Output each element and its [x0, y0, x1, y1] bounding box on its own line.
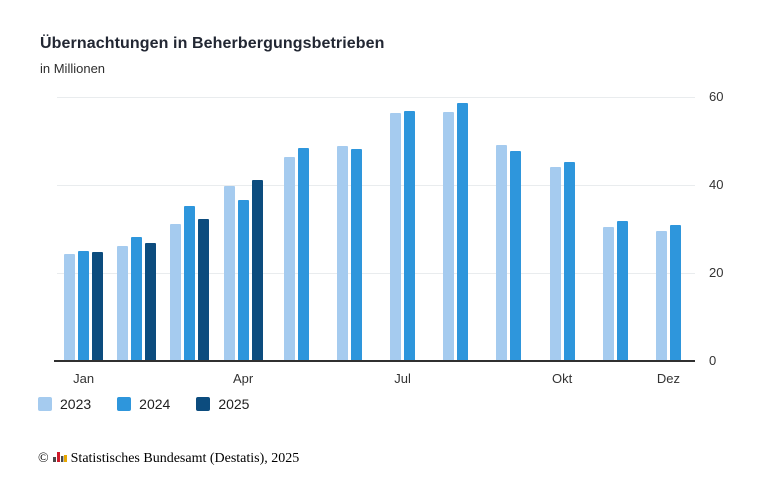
page-title: Übernachtungen in Beherbergungsbetrieben [40, 35, 385, 52]
legend: 2023 2024 2025 [38, 396, 249, 412]
bar-2024-Dez[interactable] [669, 224, 681, 360]
bar-2023-Jan[interactable] [64, 254, 76, 360]
source-attribution: © Statistisches Bundesamt (Destatis), 20… [38, 450, 299, 467]
bar-2024-Nov[interactable] [616, 220, 628, 360]
bar-2024-Okt[interactable] [563, 162, 575, 360]
bar-2024-Feb[interactable] [131, 237, 143, 360]
legend-label-2025: 2025 [218, 396, 250, 412]
x-axis-line [54, 360, 695, 362]
legend-item-2024[interactable]: 2024 [117, 396, 170, 412]
bar-2024-Mär[interactable] [184, 205, 196, 360]
bar-2023-Mai[interactable] [283, 156, 295, 360]
bar-2025-Apr[interactable] [251, 180, 263, 360]
bar-2023-Okt[interactable] [549, 166, 561, 360]
gridline-60 [57, 97, 695, 98]
bar-2024-Mai[interactable] [297, 148, 309, 360]
x-tick-label-Dez: Dez [656, 371, 680, 386]
bar-2023-Sep[interactable] [496, 144, 508, 360]
y-tick-label-0: 0 [709, 353, 717, 368]
bar-2023-Mär[interactable] [170, 223, 182, 360]
bar-2023-Aug[interactable] [443, 111, 455, 360]
bar-2025-Jan[interactable] [92, 251, 104, 360]
bar-2025-Feb[interactable] [145, 242, 157, 360]
bar-2024-Sep[interactable] [510, 150, 522, 360]
x-tick-label-Okt: Okt [551, 371, 573, 386]
x-tick-label-Apr: Apr [232, 371, 254, 386]
legend-swatch-2024-icon [117, 397, 132, 411]
bar-2023-Apr[interactable] [223, 186, 235, 360]
bar-2024-Aug[interactable] [457, 103, 469, 360]
bar-2023-Nov[interactable] [602, 227, 614, 360]
bar-2024-Jan[interactable] [78, 250, 90, 360]
y-tick-label-60: 60 [709, 89, 724, 104]
y-tick-label-40: 40 [709, 177, 724, 192]
bar-2023-Dez[interactable] [655, 230, 667, 360]
destatis-logo-icon [52, 451, 67, 468]
gridline-20 [57, 273, 695, 274]
legend-swatch-2023-icon [38, 397, 52, 411]
bar-2023-Jul[interactable] [390, 113, 402, 360]
source-text: Statistisches Bundesamt (Destatis), 2025 [70, 450, 300, 466]
legend-item-2023[interactable]: 2023 [38, 396, 91, 412]
legend-label-2023: 2023 [60, 396, 92, 412]
bar-2024-Jun[interactable] [350, 148, 362, 360]
gridline-40 [57, 185, 695, 186]
chart-subtitle: in Millionen [40, 61, 106, 76]
bar-2024-Apr[interactable] [237, 199, 249, 360]
y-tick-label-20: 20 [709, 265, 724, 280]
legend-item-2025[interactable]: 2025 [196, 396, 249, 412]
legend-label-2024: 2024 [139, 396, 171, 412]
plot-area: 0 20 40 60 Jan Apr Jul Okt Dez [54, 89, 723, 386]
x-tick-label-Jan: Jan [73, 371, 95, 386]
bar-2023-Feb[interactable] [117, 245, 129, 360]
bar-2023-Jun[interactable] [336, 145, 348, 360]
x-tick-label-Jul: Jul [394, 371, 411, 386]
legend-swatch-2025-icon [196, 397, 211, 411]
bar-2024-Jul[interactable] [404, 110, 416, 360]
copyright-symbol: © [38, 450, 49, 466]
bar-2025-Mär[interactable] [198, 219, 210, 360]
